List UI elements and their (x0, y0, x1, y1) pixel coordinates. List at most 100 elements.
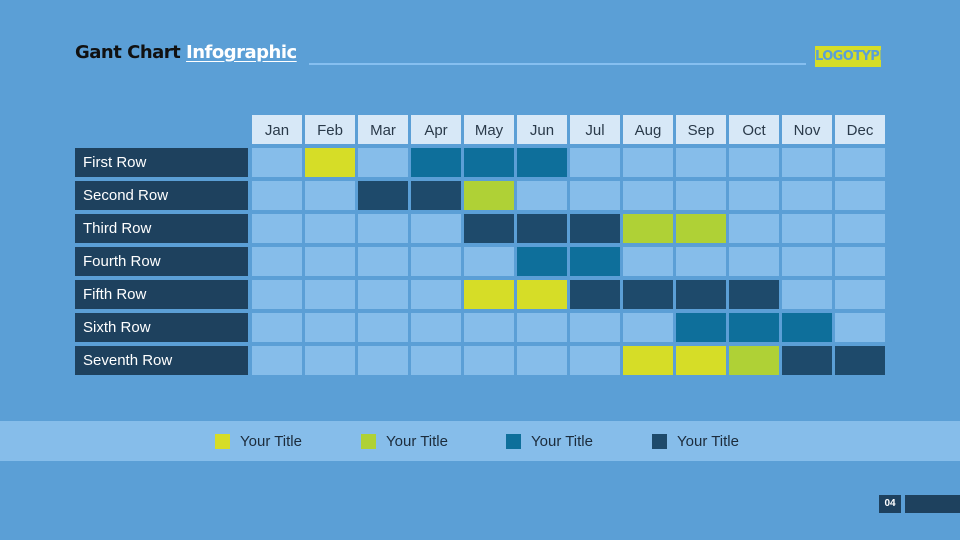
cell-r4-oct (729, 247, 779, 276)
cell-r2-jun (517, 181, 567, 210)
legend-swatch-2 (361, 433, 376, 449)
cell-r1-nov (782, 148, 832, 177)
cell-r6-jan (252, 313, 302, 342)
cell-r5-apr (411, 280, 461, 309)
cell-r1-jan (252, 148, 302, 177)
cell-r6-sep (676, 313, 726, 342)
legend-item-1: Your Title (215, 432, 302, 450)
cell-r5-jun (517, 280, 567, 309)
title-part-2: Infographic (186, 42, 297, 63)
cell-r7-jul (570, 346, 620, 375)
month-label-dec: Dec (847, 122, 874, 139)
cell-r3-apr (411, 214, 461, 243)
month-label-nov: Nov (794, 122, 821, 139)
cell-r4-nov (782, 247, 832, 276)
cell-r3-jun (517, 214, 567, 243)
cell-r6-oct (729, 313, 779, 342)
cell-r1-mar (358, 148, 408, 177)
cell-r6-mar (358, 313, 408, 342)
month-label-oct: Oct (742, 122, 766, 139)
row-label-6: Sixth Row (83, 319, 151, 336)
month-header-nov (782, 115, 832, 144)
month-label-feb: Feb (317, 122, 343, 139)
cell-r3-nov (782, 214, 832, 243)
cell-r3-mar (358, 214, 408, 243)
gantt-chart: Jan Feb Mar Apr May Jun Jul Aug Sep Oct Nov Dec Firs… (75, 115, 885, 375)
cell-r2-dec (835, 181, 885, 210)
cell-r7-nov (782, 346, 832, 375)
cell-r1-aug (623, 148, 673, 177)
logo: LOGOTYPE (815, 46, 881, 67)
month-header-sep (676, 115, 726, 144)
legend-swatch-3 (506, 433, 521, 449)
row-label-7: Seventh Row (83, 352, 172, 369)
cell-r2-jan (252, 181, 302, 210)
month-label-mar: Mar (370, 122, 396, 139)
cell-r2-may (464, 181, 514, 210)
row-label-bg-4 (75, 247, 248, 276)
cell-r4-jan (252, 247, 302, 276)
month-label-jun: Jun (530, 122, 554, 139)
title-part-1: Gant Chart (75, 42, 181, 63)
month-header-aug (623, 115, 673, 144)
cell-r6-may (464, 313, 514, 342)
cell-r1-feb (305, 148, 355, 177)
month-header-dec (835, 115, 885, 144)
cell-r6-jun (517, 313, 567, 342)
row-label-5: Fifth Row (83, 286, 147, 303)
cell-r7-oct (729, 346, 779, 375)
month-header-jul (570, 115, 620, 144)
month-label-jul: Jul (585, 122, 604, 139)
cell-r7-jun (517, 346, 567, 375)
legend-label-4: Your Title (677, 432, 739, 450)
row-label-bg-1 (75, 148, 248, 177)
cell-r2-aug (623, 181, 673, 210)
legend-item-2: Your Title (361, 432, 448, 450)
cell-r7-sep (676, 346, 726, 375)
legend-swatch-1 (215, 433, 230, 449)
cell-r1-apr (411, 148, 461, 177)
cell-r1-jul (570, 148, 620, 177)
cell-r5-dec (835, 280, 885, 309)
legend-label-1: Your Title (240, 432, 302, 450)
row-label-2: Second Row (83, 187, 168, 204)
cell-r4-mar (358, 247, 408, 276)
cell-r1-may (464, 148, 514, 177)
cell-r6-nov (782, 313, 832, 342)
legend: Your Title Your Title Your Title Your Ti… (0, 421, 960, 461)
month-header-oct (729, 115, 779, 144)
legend-label-2: Your Title (386, 432, 448, 450)
cell-r5-jan (252, 280, 302, 309)
cell-r4-jun (517, 247, 567, 276)
legend-item-4: Your Title (652, 432, 739, 450)
cell-r3-feb (305, 214, 355, 243)
cell-r7-jan (252, 346, 302, 375)
cell-r6-apr (411, 313, 461, 342)
row-label-bg-6 (75, 313, 248, 342)
cell-r4-feb (305, 247, 355, 276)
cell-r5-nov (782, 280, 832, 309)
cell-r2-mar (358, 181, 408, 210)
cell-r3-jan (252, 214, 302, 243)
row-label-bg-7 (75, 346, 248, 375)
row-label-bg-5 (75, 280, 248, 309)
month-header-apr (411, 115, 461, 144)
month-label-jan: Jan (265, 122, 289, 139)
cell-r5-aug (623, 280, 673, 309)
legend-item-3: Your Title (506, 433, 593, 450)
month-header-mar (358, 115, 408, 144)
cell-r2-jul (570, 181, 620, 210)
cell-r2-apr (411, 181, 461, 210)
cell-r3-may (464, 214, 514, 243)
cell-r4-may (464, 247, 514, 276)
page-number: 04 (879, 495, 901, 513)
cell-r6-feb (305, 313, 355, 342)
cell-r7-dec (835, 346, 885, 375)
cell-r7-feb (305, 346, 355, 375)
month-label-may: May (475, 122, 504, 139)
cell-r5-mar (358, 280, 408, 309)
cell-r2-feb (305, 181, 355, 210)
page-title: Gant Chart Infographic (75, 42, 297, 63)
month-label-aug: Aug (635, 122, 662, 139)
cell-r1-dec (835, 148, 885, 177)
